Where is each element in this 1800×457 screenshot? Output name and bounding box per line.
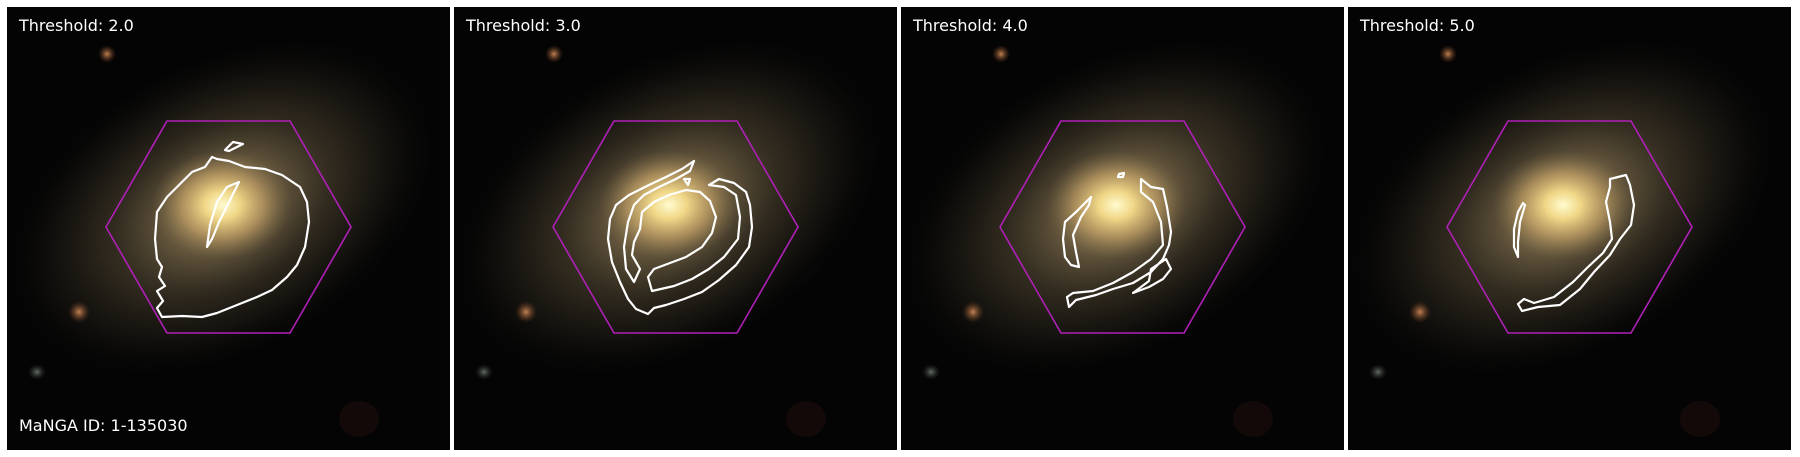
- galaxy-image: [901, 7, 1344, 450]
- galaxy-image: [1348, 7, 1791, 450]
- galaxy-image: [7, 7, 450, 450]
- contour-outline: [1512, 173, 1636, 313]
- threshold-label: Threshold: 5.0: [1360, 16, 1475, 35]
- threshold-label: Threshold: 3.0: [466, 16, 581, 35]
- contour-outline: [153, 140, 311, 319]
- panel-threshold-2: Threshold: 2.0 MaNGA ID: 1-135030: [7, 7, 450, 450]
- contour-outline: [1061, 171, 1173, 309]
- galaxy-image: [454, 7, 897, 450]
- threshold-label: Threshold: 2.0: [19, 16, 134, 35]
- panel-threshold-5: Threshold: 5.0: [1348, 7, 1791, 450]
- threshold-label: Threshold: 4.0: [913, 16, 1028, 35]
- manga-id-label: MaNGA ID: 1-135030: [19, 416, 188, 435]
- panel-threshold-3: Threshold: 3.0: [454, 7, 897, 450]
- panel-threshold-4: Threshold: 4.0: [901, 7, 1344, 450]
- contour-outline: [606, 159, 754, 316]
